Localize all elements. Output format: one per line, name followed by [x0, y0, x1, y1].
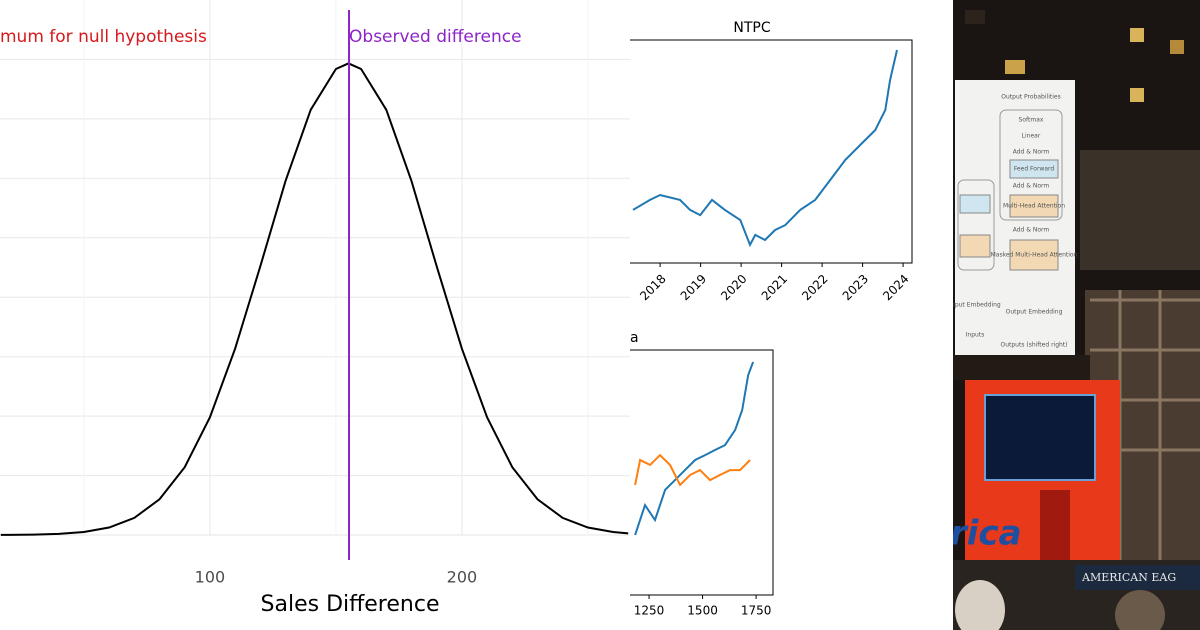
window: [965, 10, 985, 24]
billboard-text: Masked Multi-Head Attention: [991, 252, 1078, 259]
photo-panel: Output Probabilities Softmax Linear Add & N…: [953, 0, 1200, 630]
billboard-text: Output Embedding: [1006, 309, 1063, 316]
series-line: [634, 453, 751, 487]
store-sign: [1075, 565, 1200, 590]
facade: [1080, 150, 1200, 270]
ff-block: [1009, 159, 1059, 179]
x-tick-label: 1250: [634, 604, 665, 618]
store-text: AMERICAN EAG: [1081, 571, 1176, 584]
window: [1170, 40, 1184, 54]
billboard-text: Input Embedding: [953, 302, 1001, 309]
chart-title: NTPC: [733, 20, 770, 36]
encoder-box: [957, 179, 995, 271]
panel-bg: [0, 0, 630, 630]
attention-block: [1009, 239, 1059, 271]
flag: [1040, 490, 1070, 560]
screen-content: [984, 394, 1096, 481]
decoder-box: [999, 109, 1063, 221]
billboard-text: Multi-Head Attention: [1003, 203, 1065, 210]
x-tick-label: 200: [447, 568, 478, 587]
billboard-text: Add & Norm: [1013, 149, 1050, 156]
axes-frame: [630, 349, 774, 596]
axes-frame: [630, 39, 913, 264]
person: [955, 580, 1005, 630]
annotation: Observed difference: [349, 27, 522, 47]
series-line: [632, 49, 898, 248]
x-tick-label: 1500: [687, 604, 718, 618]
attention-block: [1009, 194, 1059, 218]
scaffold-bars: [1090, 290, 1200, 590]
windows: [965, 10, 1200, 270]
billboard-text: Linear: [1022, 133, 1041, 140]
panel-bg: [630, 0, 953, 630]
billboard-text: Feed Forward: [1014, 166, 1055, 173]
billboard-text: Output Probabilities: [1001, 94, 1060, 101]
billboard-text: Softmax: [1019, 117, 1044, 124]
person: [1115, 590, 1165, 630]
series-line: [634, 361, 755, 536]
ledge: [953, 355, 1090, 380]
x-tick-label: 1750: [741, 604, 772, 618]
chart-title: a: [630, 330, 639, 346]
window: [1130, 28, 1144, 42]
x-tick-label: 100: [195, 568, 226, 587]
billboard-text: Inputs: [966, 332, 985, 339]
window: [1005, 60, 1025, 74]
density-panel: 100 200 Observed difference mum for null hy…: [0, 0, 630, 630]
billboard-text: Add & Norm: [1013, 183, 1050, 190]
density-curve: [0, 62, 629, 536]
sign-text: rica: [953, 514, 1022, 554]
billboard-text: Outputs (shifted right): [1000, 342, 1067, 349]
x-axis-label: Sales Difference: [261, 592, 440, 617]
window: [1130, 88, 1144, 102]
annotation: mum for null hypothesis: [0, 27, 207, 47]
attention-block: [959, 234, 991, 258]
ff-block: [959, 194, 991, 214]
billboard-text: Add & Norm: [1013, 227, 1050, 234]
